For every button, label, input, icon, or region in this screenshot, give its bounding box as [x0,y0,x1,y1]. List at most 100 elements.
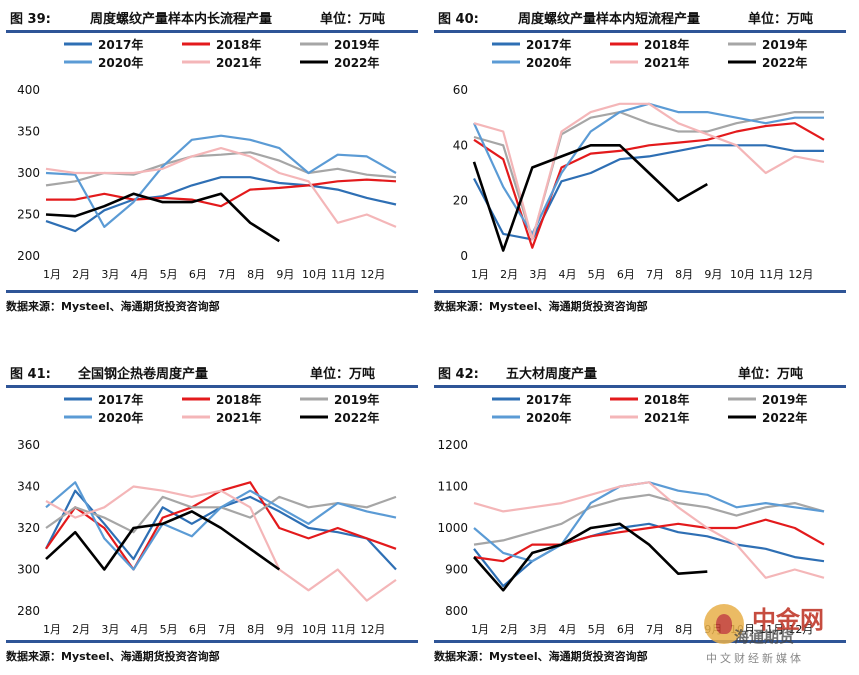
series-line [473,522,708,592]
x-tick-label: 3月 [529,623,547,636]
chart-panel-40: 图 40: 周度螺纹产量样本内短流程产量 单位：万吨 0 20 40 60 1月 2月 3月… [434,0,854,320]
x-tick-label: 1月 [471,268,489,281]
panel-header: 图 39: 周度螺纹产量样本内长流程产量 单位：万吨 [6,0,426,30]
x-tick-label: 1月 [43,623,61,636]
legend-entry: 2022年 [762,410,807,425]
x-tick-label: 12月 [360,268,385,281]
y-tick-label: 1000 [437,521,468,535]
x-tick-label: 8月 [247,268,265,281]
y-tick-label: 300 [17,166,40,180]
series-line [473,122,825,249]
source-note: 数据来源：Mysteel、海通期货投资咨询部 [434,650,648,663]
y-tick-label: 320 [17,521,40,535]
x-tick-label: 3月 [101,623,119,636]
legend-entry: 2017年 [526,392,571,407]
x-tick-label: 7月 [646,623,664,636]
y-tick-label: 300 [17,563,40,577]
x-tick-label: 7月 [218,268,236,281]
footer-rule [6,290,418,293]
x-tick-label: 4月 [559,268,577,281]
x-tick-label: 4月 [131,623,149,636]
source-note: 数据来源：Mysteel、海通期货投资咨询部 [6,300,220,313]
x-tick-label: 6月 [617,623,635,636]
legend-entry: 2021年 [216,55,261,70]
y-tick-label: 40 [453,138,468,152]
legend-entry: 2022年 [762,55,807,70]
series-line [45,134,397,228]
figure-label: 图 42: [438,367,479,382]
panel-title: 周度螺纹产量样本内短流程产量 [518,12,701,27]
x-tick-label: 1月 [471,623,489,636]
header-rule [434,385,846,388]
x-tick-label: 9月 [276,623,294,636]
line-chart: 0 20 40 60 1月 2月 3月 4月 5月 6月 7月 8月 9月 10月 11月 12月 2017年 2… [453,37,825,281]
series-line [45,192,280,243]
y-tick-label: 250 [17,208,40,222]
y-tick-label: 1200 [437,438,468,452]
panel-header: 图 42: 五大材周度产量 单位：万吨 [434,355,854,385]
chart-panel-39: 图 39: 周度螺纹产量样本内长流程产量 单位：万吨 200 250 300 350 4… [6,0,426,320]
x-tick-label: 10月 [730,268,755,281]
series-line [473,518,825,563]
x-tick-label: 9月 [276,268,294,281]
unit-label: 单位：万吨 [320,12,386,27]
footer-rule [6,640,418,643]
x-tick-label: 8月 [247,623,265,636]
x-tick-label: 3月 [101,268,119,281]
x-tick-label: 9月 [704,268,722,281]
y-tick-label: 900 [445,563,468,577]
y-tick-label: 800 [445,604,468,618]
watermark-brand: 中金网 [752,606,824,634]
y-tick-label: 280 [17,604,40,618]
x-tick-label: 3月 [529,268,547,281]
legend-entry: 2022年 [334,410,379,425]
series-line [45,485,397,602]
unit-label: 单位：万吨 [738,367,804,382]
y-tick-label: 360 [17,438,40,452]
series-line [473,493,825,546]
x-tick-label: 12月 [788,268,813,281]
y-tick-label: 340 [17,480,40,494]
footer-rule [434,640,846,643]
x-tick-label: 12月 [360,623,385,636]
legend-entry: 2020年 [98,55,143,70]
x-tick-label: 11月 [759,623,784,636]
panel-header: 图 41: 全国钢企热卷周度产量 单位：万吨 [6,355,426,385]
header-rule [6,30,418,33]
panel-title: 五大材周度产量 [506,367,598,382]
legend-entry: 2021年 [644,410,689,425]
legend-entry: 2021年 [644,55,689,70]
unit-label: 单位：万吨 [310,367,376,382]
legend-entry: 2019年 [762,37,807,52]
y-tick-label: 60 [453,83,468,97]
y-tick-label: 350 [17,125,40,139]
x-tick-label: 2月 [500,623,518,636]
x-tick-label: 2月 [72,623,90,636]
figure-label: 图 41: [10,367,51,382]
x-tick-label: 8月 [675,268,693,281]
x-tick-label: 5月 [160,623,178,636]
legend-entry: 2018年 [216,37,261,52]
x-tick-label: 7月 [218,623,236,636]
legend-entry: 2018年 [644,392,689,407]
watermark-sub: 海通期货 [734,628,795,646]
panel-title: 全国钢企热卷周度产量 [78,367,209,382]
x-tick-label: 10月 [302,268,327,281]
legend-entry: 2020年 [98,410,143,425]
figure-label: 图 39: [10,12,51,27]
header-rule [6,385,418,388]
legend-entry: 2019年 [334,37,379,52]
x-tick-label: 11月 [331,268,356,281]
y-tick-label: 400 [17,83,40,97]
series-line [45,176,397,233]
series-line [473,481,825,579]
x-tick-label: 4月 [131,268,149,281]
y-tick-label: 200 [17,249,40,263]
legend-entry: 2017年 [526,37,571,52]
legend-entry: 2021年 [216,410,261,425]
x-tick-label: 2月 [500,268,518,281]
x-tick-label: 5月 [588,623,606,636]
source-note: 数据来源：Mysteel、海通期货投资咨询部 [434,300,648,313]
x-tick-label: 12月 [788,623,813,636]
x-tick-label: 5月 [588,268,606,281]
